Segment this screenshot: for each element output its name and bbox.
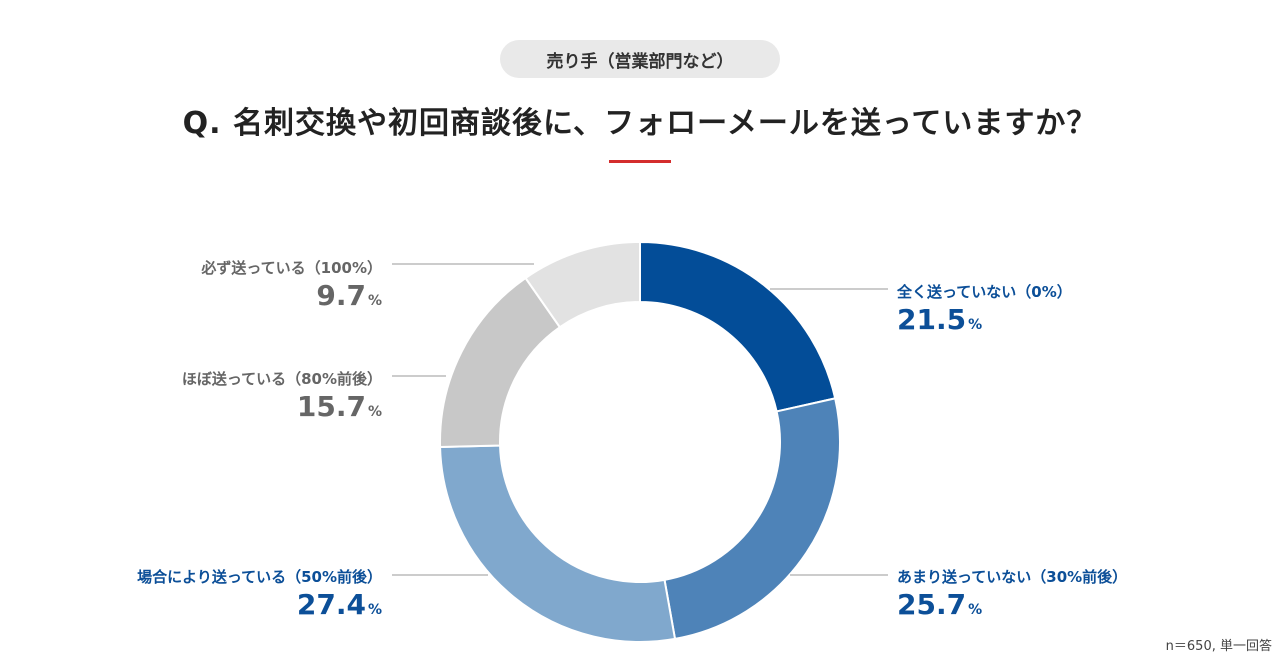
donut-slice-sometimes-send [439, 444, 677, 643]
percent-unit: % [968, 317, 983, 333]
percent-unit: % [367, 293, 382, 309]
legend-label-mostly-send: ほぼ送っている（80%前後） 15.7% [182, 368, 382, 421]
donut-slice-mostly-send [439, 276, 562, 449]
legend-label-never-send: 全く送っていない（0%） 21.5% [897, 281, 1072, 334]
category-name: 必ず送っている（100%） [201, 259, 382, 277]
respondent-category-label: 売り手（営業部門など） [546, 51, 734, 72]
donut-slice-never-send [639, 240, 837, 413]
category-name: 場合により送っている（50%前後） [137, 568, 382, 586]
legend-label-sometimes-send: 場合により送っている（50%前後） 27.4% [137, 566, 382, 619]
value-number: 27.4 [296, 588, 366, 621]
value-number: 21.5 [897, 303, 967, 336]
category-name: ほぼ送っている（80%前後） [181, 370, 382, 388]
percent-unit: % [968, 602, 983, 618]
value-number: 9.7 [316, 279, 366, 312]
category-name: あまり送っていない（30%前後） [897, 568, 1128, 586]
legend-label-rarely-send: あまり送っていない（30%前後） 25.7% [897, 566, 1127, 619]
donut-slice-always-send [524, 240, 641, 329]
legend-label-always-send: 必ず送っている（100%） 9.7% [201, 257, 382, 310]
percent-unit: % [367, 404, 382, 420]
value-number: 25.7 [897, 588, 967, 621]
category-name: 全く送っていない（0%） [897, 283, 1072, 301]
value-number: 15.7 [296, 390, 366, 423]
sample-size-note: n＝650, 単一回答 [1165, 639, 1272, 654]
title-underline [609, 160, 671, 163]
percent-unit: % [367, 602, 382, 618]
donut-slice-rarely-send [663, 397, 841, 641]
respondent-category-pill: 売り手（営業部門など） [500, 40, 780, 78]
question-title: Q. 名刺交換や初回商談後に、フォローメールを送っていますか？ [182, 106, 1098, 141]
